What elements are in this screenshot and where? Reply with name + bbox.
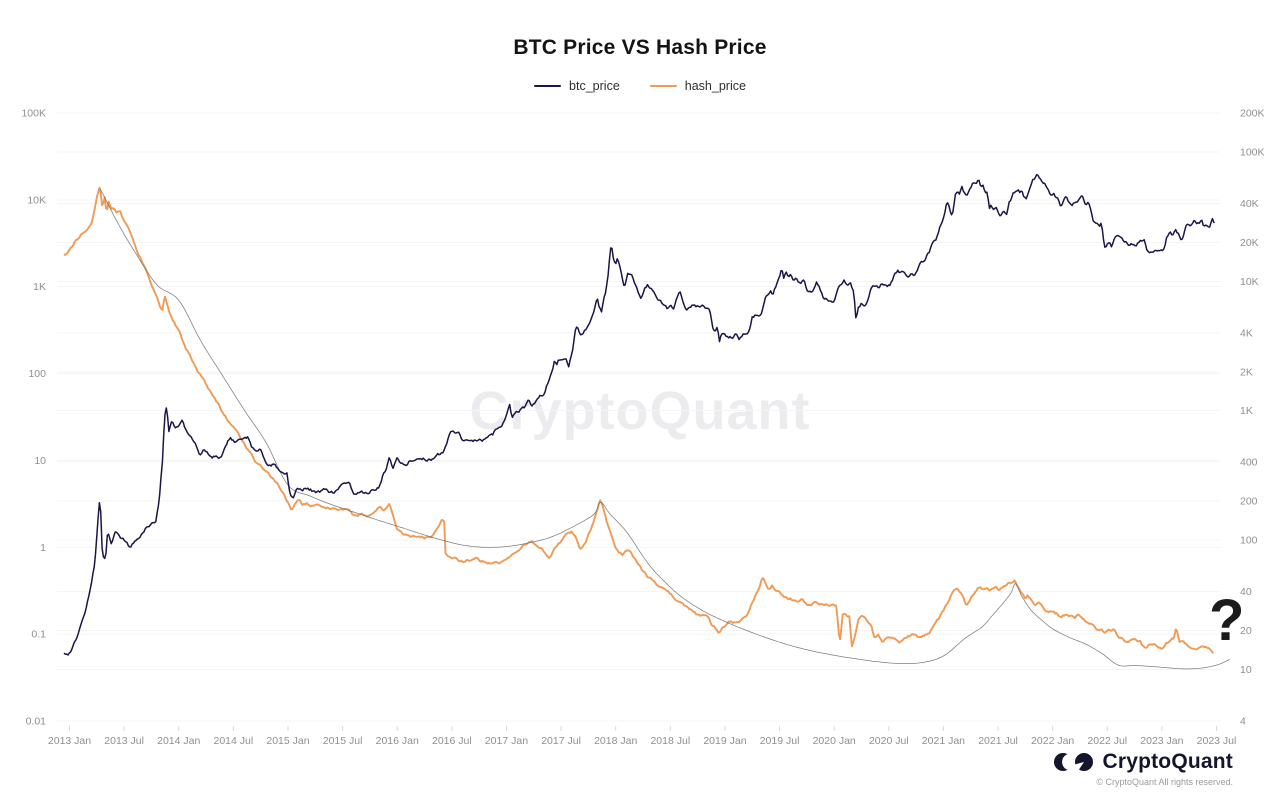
right-axis-tick-label: 4 [1240,716,1246,728]
right-axis-tick-label: 100 [1240,535,1258,547]
left-axis-tick-label: 10 [34,455,46,467]
right-axis-tick-label: 1K [1240,405,1253,417]
x-tick-label: 2017 Jan [485,735,528,747]
left-axis-tick-label: 1K [33,281,46,293]
x-tick-label: 2016 Jan [376,735,419,747]
hash-price-line [63,186,1214,654]
x-tick-label: 2023 Jul [1197,735,1237,747]
right-axis-tick-label: 20 [1240,625,1252,637]
x-tick-label: 2013 Jan [48,735,91,747]
right-axis-tick-label: 20K [1240,237,1259,249]
x-tick-label: 2023 Jan [1140,735,1183,747]
legend-label-hash-price: hash_price [684,79,746,93]
left-axis-tick-label: 0.01 [26,716,47,728]
x-tick-label: 2022 Jul [1087,735,1127,747]
right-axis-tick-label: 10K [1240,276,1259,288]
brand-name: CryptoQuant [1102,750,1233,773]
x-tick-label: 2016 Jul [432,735,472,747]
x-tick-label: 2022 Jan [1031,735,1074,747]
cryptoquant-logo: CryptoQuant [1053,750,1233,774]
legend: btc_price hash_price [0,79,1280,93]
x-tick-label: 2015 Jul [323,735,363,747]
gridlines [57,112,1220,722]
right-axis-tick-label: 10 [1240,664,1252,676]
trend-model-line [99,188,1230,670]
right-axis-tick-label: 400 [1240,457,1258,469]
x-tick-label: 2020 Jul [869,735,909,747]
right-axis-tick-label: 4K [1240,327,1253,339]
left-axis-tick-label: 100 [28,368,46,380]
x-tick-label: 2015 Jan [266,735,309,747]
right-axis-tick-label: 100K [1240,147,1265,159]
x-tick-label: 2019 Jan [703,735,746,747]
left-axis-tick-label: 10K [27,194,46,206]
question-mark-annotation: ? [1209,588,1245,653]
left-axis-labels: 100K 10K 1K 100 10 1 0.1 0.01 [21,108,46,728]
copyright-text: © CryptoQuant All rights reserved. [1096,777,1233,787]
x-tick-label: 2014 Jul [214,735,254,747]
left-axis-tick-label: 1 [40,542,46,554]
btc-price-line [63,173,1215,656]
x-tick-label: 2018 Jan [594,735,637,747]
x-tick-label: 2014 Jan [157,735,200,747]
right-axis-tick-label: 40K [1240,198,1259,210]
legend-item-btc-price[interactable]: btc_price [534,79,620,93]
right-axis-labels: 200K 100K 40K 20K 10K 4K 2K 1K 400 200 100 40 20 10 4 [1240,108,1265,728]
btc-price-line-swatch [534,85,562,87]
right-axis-tick-label: 200K [1240,108,1265,120]
hash-price-line-swatch [649,85,677,87]
left-axis-tick-label: 0.1 [31,629,46,641]
x-tick-label: 2019 Jul [760,735,800,747]
x-tick-label: 2013 Jul [104,735,144,747]
legend-label-btc-price: btc_price [569,79,620,93]
chart-title: BTC Price VS Hash Price [513,36,767,59]
x-tick-label: 2020 Jan [813,735,856,747]
cryptoquant-logo-icon [1054,753,1094,771]
x-tick-label: 2021 Jul [978,735,1018,747]
x-axis-labels: 2013 Jan 2013 Jul 2014 Jan 2014 Jul 2015 Jan… [48,726,1236,747]
footer: CryptoQuant © CryptoQuant All rights res… [1053,750,1233,787]
x-tick-label: 2021 Jan [922,735,965,747]
x-tick-label: 2018 Jul [650,735,690,747]
legend-item-hash-price[interactable]: hash_price [649,79,746,93]
x-tick-label: 2017 Jul [541,735,581,747]
right-axis-tick-label: 200 [1240,496,1258,508]
right-axis-tick-label: 40 [1240,586,1252,598]
left-axis-tick-label: 100K [21,108,46,120]
right-axis-tick-label: 2K [1240,366,1253,378]
